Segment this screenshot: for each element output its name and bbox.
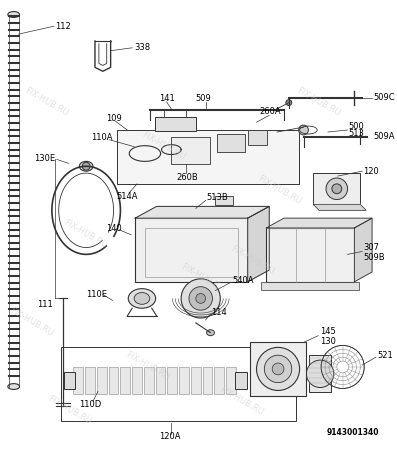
Bar xyxy=(118,130,299,184)
Bar xyxy=(266,228,355,282)
Text: 120A: 120A xyxy=(159,432,180,441)
Bar xyxy=(179,367,189,394)
Text: FIX-HUB.RU: FIX-HUB.RU xyxy=(229,244,276,276)
Bar xyxy=(235,372,247,390)
Text: 514A: 514A xyxy=(116,192,138,201)
Bar xyxy=(172,137,210,164)
Text: 9143001340: 9143001340 xyxy=(326,428,379,437)
Text: 338: 338 xyxy=(134,43,150,52)
Ellipse shape xyxy=(206,330,214,336)
Text: 112: 112 xyxy=(55,22,71,31)
Ellipse shape xyxy=(134,292,150,304)
Bar xyxy=(309,355,331,392)
Text: 540A: 540A xyxy=(232,276,254,285)
Text: FIX-HUB.RU: FIX-HUB.RU xyxy=(46,394,93,426)
Circle shape xyxy=(326,178,347,199)
Text: FIX-HUB.RU: FIX-HUB.RU xyxy=(218,385,264,417)
Bar xyxy=(132,367,142,394)
Circle shape xyxy=(196,293,206,303)
Text: 110D: 110D xyxy=(79,400,102,409)
Bar xyxy=(217,134,245,152)
Text: FIX-HUB.RU: FIX-HUB.RU xyxy=(140,130,187,162)
Bar xyxy=(85,367,95,394)
Text: 130: 130 xyxy=(320,337,336,346)
Bar xyxy=(168,367,177,394)
Circle shape xyxy=(264,355,292,382)
Text: FIX-HUB.RU: FIX-HUB.RU xyxy=(124,350,171,382)
Text: 307: 307 xyxy=(363,243,379,252)
Circle shape xyxy=(299,125,308,135)
Text: FIX-HUB.RU: FIX-HUB.RU xyxy=(295,86,342,118)
Bar xyxy=(64,372,75,390)
Text: FIX-HUB.RU: FIX-HUB.RU xyxy=(62,218,109,250)
Ellipse shape xyxy=(79,162,93,171)
Text: 260B: 260B xyxy=(176,172,198,181)
Circle shape xyxy=(181,279,220,318)
Polygon shape xyxy=(266,218,372,228)
Text: 140: 140 xyxy=(106,225,121,234)
Circle shape xyxy=(306,360,334,387)
Text: 260A: 260A xyxy=(260,107,281,116)
Bar xyxy=(248,130,267,145)
Text: 111: 111 xyxy=(37,300,53,309)
Text: 509B: 509B xyxy=(363,253,385,262)
Text: FIX-HUB.RU: FIX-HUB.RU xyxy=(256,174,303,206)
Circle shape xyxy=(189,287,212,310)
Text: 513B: 513B xyxy=(206,193,228,202)
Text: 114: 114 xyxy=(212,308,227,317)
Text: 500: 500 xyxy=(349,122,364,130)
Text: 509A: 509A xyxy=(373,132,395,141)
Bar xyxy=(97,367,107,394)
Text: 513: 513 xyxy=(349,130,364,139)
Circle shape xyxy=(272,363,284,375)
Bar xyxy=(120,367,130,394)
Text: 509C: 509C xyxy=(373,93,395,102)
Text: 109: 109 xyxy=(106,114,121,123)
Bar xyxy=(61,347,296,421)
Bar xyxy=(156,367,166,394)
Bar xyxy=(226,367,236,394)
Polygon shape xyxy=(355,218,372,282)
Polygon shape xyxy=(248,207,269,282)
Circle shape xyxy=(256,347,300,391)
Circle shape xyxy=(332,184,342,194)
Bar xyxy=(191,367,201,394)
Bar xyxy=(216,196,233,205)
Text: FIX-HUB.RU: FIX-HUB.RU xyxy=(23,86,70,118)
Bar xyxy=(73,367,83,394)
Text: 509: 509 xyxy=(196,94,212,103)
Text: FIX-HUB.RU: FIX-HUB.RU xyxy=(179,262,225,294)
Text: 521: 521 xyxy=(377,351,393,360)
Text: FIX-HUB.RU: FIX-HUB.RU xyxy=(8,306,54,338)
Ellipse shape xyxy=(8,383,19,390)
Circle shape xyxy=(82,162,90,170)
Bar xyxy=(144,367,154,394)
Ellipse shape xyxy=(8,12,19,18)
Text: 130E: 130E xyxy=(34,154,56,163)
Ellipse shape xyxy=(128,288,156,308)
Bar xyxy=(135,218,248,282)
Text: 110E: 110E xyxy=(86,290,107,299)
Bar xyxy=(202,367,212,394)
Bar xyxy=(313,173,360,204)
Bar xyxy=(214,367,224,394)
Bar xyxy=(155,117,196,131)
Text: 120: 120 xyxy=(363,166,379,176)
Bar xyxy=(261,282,359,290)
Circle shape xyxy=(286,100,292,106)
Polygon shape xyxy=(135,207,269,218)
Text: 141: 141 xyxy=(160,94,175,103)
Text: 110A: 110A xyxy=(91,133,113,142)
Bar xyxy=(145,228,238,277)
Text: 145: 145 xyxy=(320,327,336,336)
Bar xyxy=(250,342,306,396)
Polygon shape xyxy=(313,204,366,210)
Bar xyxy=(109,367,118,394)
